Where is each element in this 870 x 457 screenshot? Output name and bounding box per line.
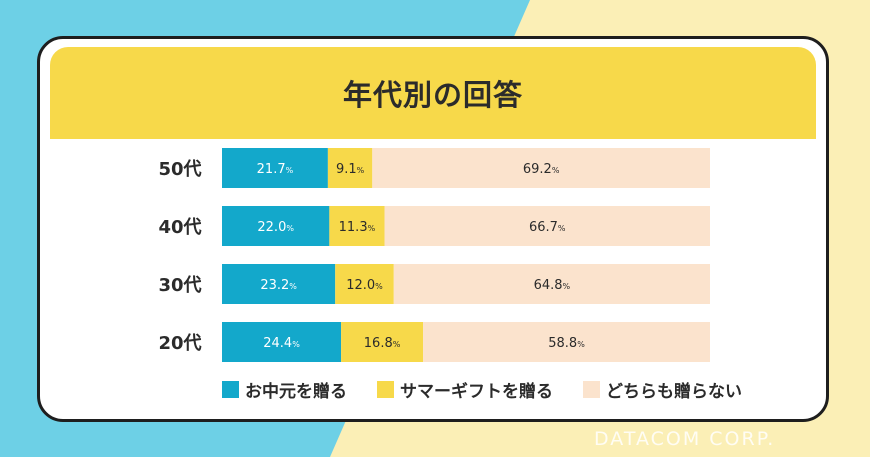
legend-swatch-neither: [583, 380, 600, 398]
title-band: 年代別の回答: [50, 47, 816, 139]
bar-segment: [327, 148, 373, 188]
legend: お中元を贈る サマーギフトを贈る どちらも贈らない: [222, 375, 772, 403]
bar-segment: [335, 264, 394, 304]
data-label: 69.2%: [523, 162, 560, 177]
legend-item-neither: どちらも贈らない: [583, 377, 742, 402]
bar-segment: [222, 322, 342, 362]
data-label: 23.2%: [260, 278, 297, 293]
legend-label-ochugen: お中元を贈る: [245, 381, 347, 402]
data-label: 9.1%: [336, 162, 365, 177]
data-label: 16.8%: [364, 336, 401, 351]
watermark: DATACOM CORP.: [594, 428, 776, 450]
chart-title: 年代別の回答: [342, 78, 523, 112]
data-label: 22.0%: [257, 220, 294, 235]
bar-segment: [222, 264, 336, 304]
legend-item-ochugen: お中元を贈る: [222, 377, 347, 402]
category-label: 20代: [158, 333, 201, 354]
data-label: 21.7%: [257, 162, 294, 177]
legend-label-summer-gift: サマーギフトを贈る: [400, 381, 553, 402]
bar-segment: [372, 148, 710, 188]
data-label: 58.8%: [548, 336, 585, 351]
bar-segment: [341, 322, 424, 362]
data-label: 24.4%: [263, 336, 300, 351]
bar-segment: [222, 148, 328, 188]
bar-segment: [393, 264, 710, 304]
legend-label-neither: どちらも贈らない: [606, 381, 742, 402]
data-label: 11.3%: [339, 220, 376, 235]
data-label: 66.7%: [529, 220, 566, 235]
legend-swatch-ochugen: [222, 380, 239, 398]
legend-swatch-summer-gift: [377, 380, 394, 398]
data-label: 64.8%: [534, 278, 571, 293]
data-label: 12.0%: [346, 278, 383, 293]
category-label: 50代: [158, 159, 201, 180]
category-label: 30代: [158, 275, 201, 296]
category-label: 40代: [158, 217, 201, 238]
legend-item-summer-gift: サマーギフトを贈る: [377, 377, 553, 402]
bar-segment: [423, 322, 710, 362]
bar-segment: [329, 206, 385, 246]
bar-segment: [384, 206, 710, 246]
bar-segment: [222, 206, 330, 246]
